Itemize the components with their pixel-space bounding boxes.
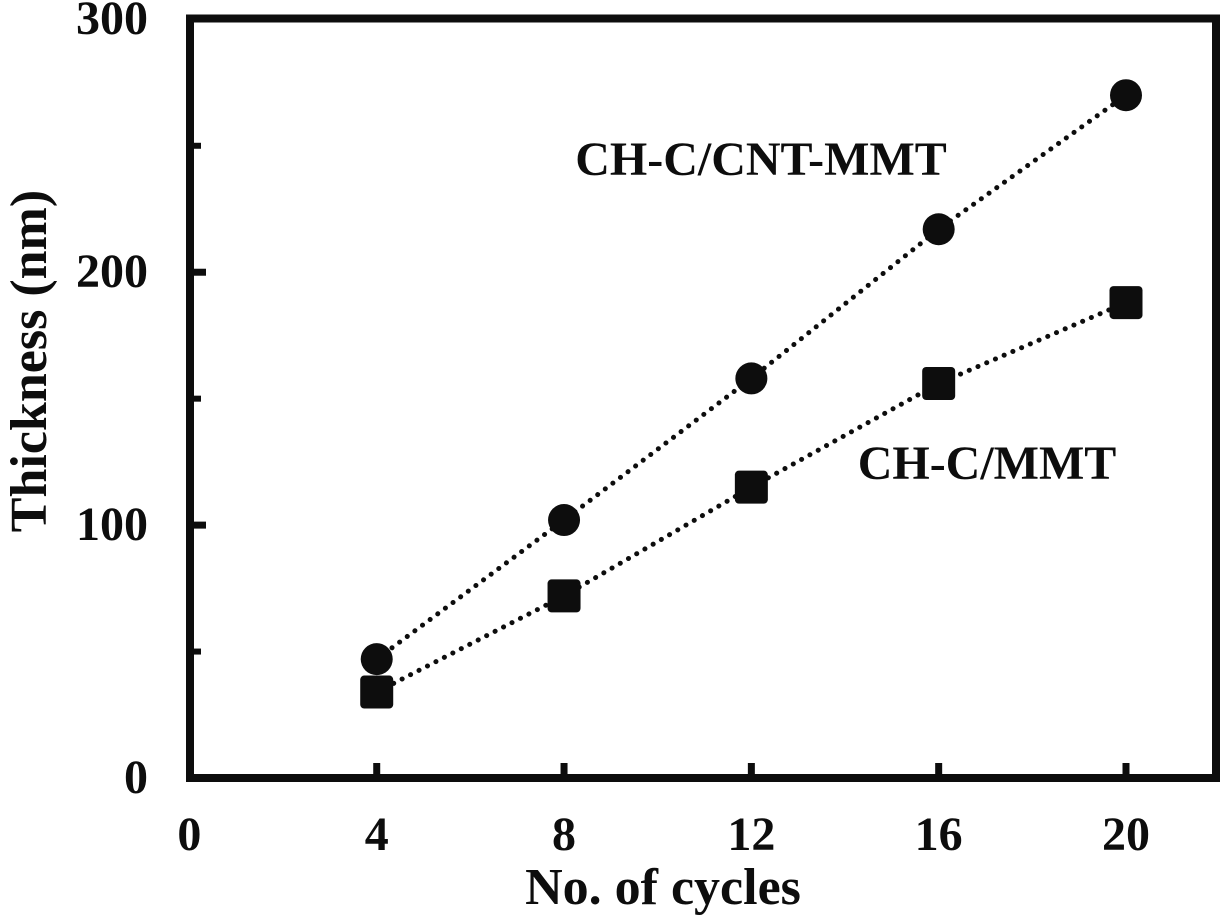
y-tick-label-200: 200: [76, 245, 148, 299]
data-point-circle: [922, 213, 955, 246]
data-point-circle: [360, 643, 393, 676]
x-tick-label-8: 8: [552, 808, 577, 861]
data-point-square: [1109, 286, 1143, 320]
data-point-square: [734, 470, 768, 504]
data-point-circle: [548, 504, 581, 537]
series-label-ch-c-cnt-mmt: CH-C/CNT-MMT: [575, 133, 947, 186]
x-tick-label-4: 4: [364, 808, 389, 861]
data-point-circle: [1110, 79, 1142, 112]
series-label-ch-c-mmt: CH-C/MMT: [857, 437, 1117, 490]
y-tick-label-100: 100: [76, 498, 148, 552]
x-axis-title: No. of cycles: [525, 859, 801, 916]
y-tick-label-300: 300: [76, 0, 148, 46]
x-tick-label-0: 0: [177, 808, 202, 861]
data-point-square: [547, 579, 581, 613]
data-point-circle: [735, 362, 768, 395]
y-tick-label-0: 0: [124, 751, 148, 804]
data-point-square: [922, 366, 956, 400]
x-tick-label-12: 12: [727, 808, 776, 861]
y-axis-title: Thickness (nm): [1, 189, 58, 533]
x-tick-label-20: 20: [1102, 808, 1150, 861]
data-point-square: [360, 675, 394, 709]
x-tick-label-16: 16: [914, 808, 963, 861]
